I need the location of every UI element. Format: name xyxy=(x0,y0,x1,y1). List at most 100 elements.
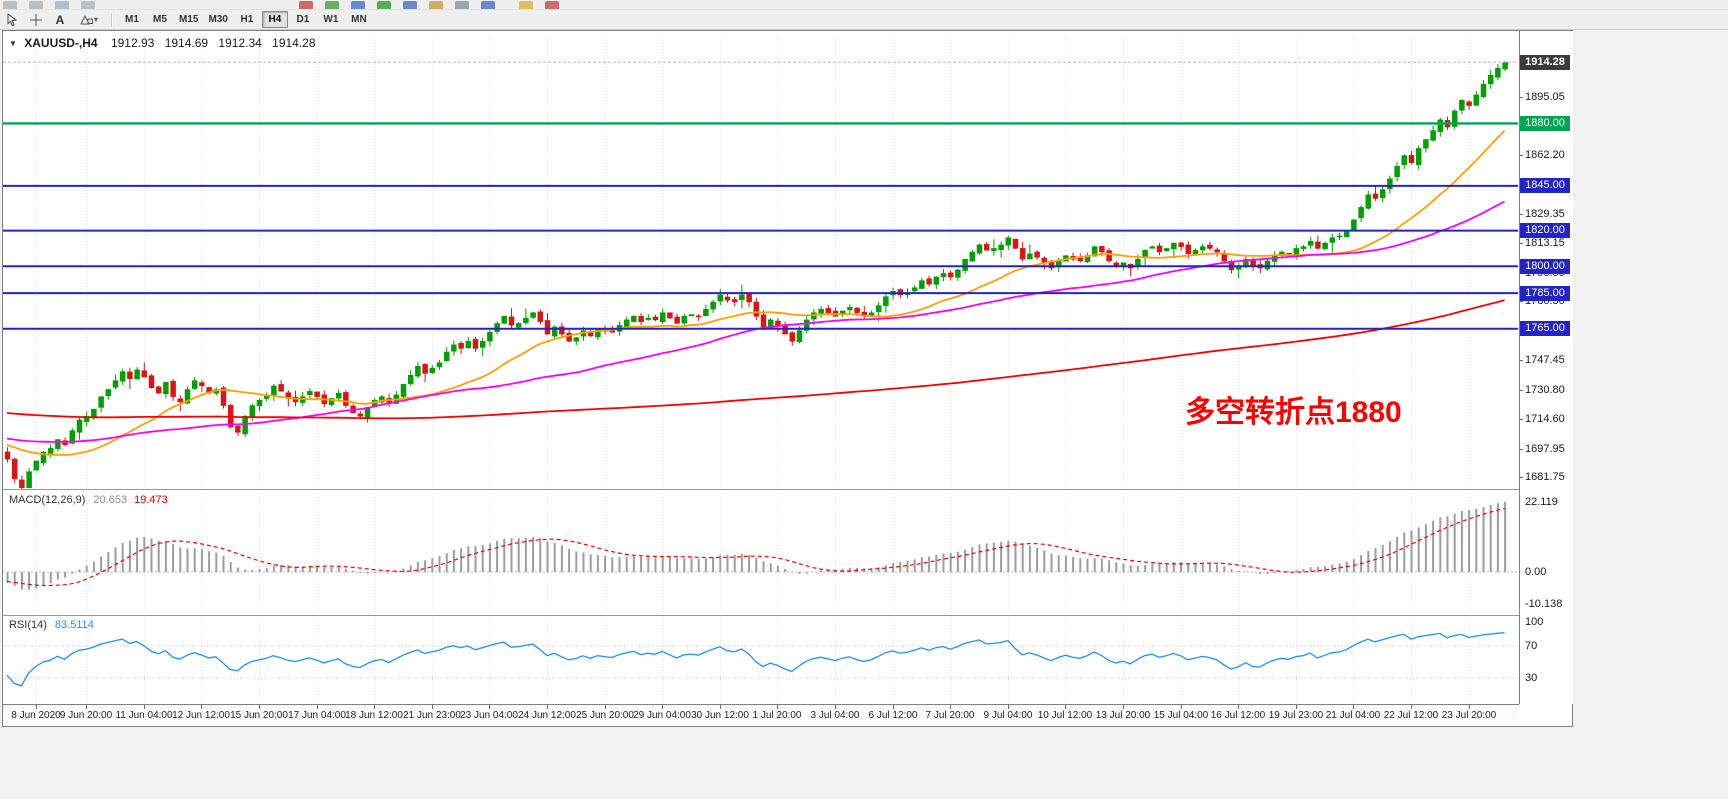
macd-axis-label: 0.00 xyxy=(1525,566,1547,578)
candle-body xyxy=(1027,253,1033,260)
candle-body xyxy=(11,458,18,480)
time-tick-label: 25 Jun 20:00 xyxy=(576,710,634,721)
hline-price-label-1820[interactable]: 1820.00 xyxy=(1520,223,1570,238)
toolbar-icon-clipped[interactable] xyxy=(3,1,17,9)
candle-body xyxy=(191,380,198,389)
rsi-plot[interactable] xyxy=(3,632,1518,687)
candle-body xyxy=(566,332,572,342)
candle-body xyxy=(379,396,385,403)
timeframe-button-h1[interactable]: H1 xyxy=(240,14,254,25)
toolbar-icon-clipped[interactable] xyxy=(481,1,495,9)
time-tick-mark xyxy=(1181,705,1182,709)
cursor-tool-button[interactable] xyxy=(1,11,23,29)
candle-body xyxy=(962,258,968,271)
toolbar-icon-clipped[interactable] xyxy=(519,1,533,9)
rsi-indicator-label: RSI(14) 83.5114 xyxy=(9,619,94,631)
time-tick-mark xyxy=(1353,705,1354,709)
time-tick-mark xyxy=(201,705,202,709)
chart-annotation[interactable]: 多空转折点1880 xyxy=(1185,396,1402,429)
panel-separator-rsi[interactable] xyxy=(3,615,1572,617)
hline-price-label-1800[interactable]: 1800.00 xyxy=(1520,259,1570,274)
candle-body xyxy=(1401,155,1408,166)
candle-body xyxy=(623,319,630,327)
timeframe-button-m5[interactable]: M5 xyxy=(153,14,167,25)
toolbar-icon-clipped[interactable] xyxy=(299,1,313,9)
candle-body xyxy=(199,382,205,387)
chart-window[interactable]: ▼ XAUUSD-,H4 1912.93 1914.69 1912.34 191… xyxy=(2,30,1573,727)
candle-body xyxy=(1480,83,1487,97)
toolbar-icon-clipped[interactable] xyxy=(29,1,43,9)
candle-body xyxy=(1336,235,1343,238)
timeframe-button-m15[interactable]: M15 xyxy=(179,14,199,25)
candle-body xyxy=(753,301,760,317)
time-tick-label: 29 Jun 04:00 xyxy=(633,710,691,721)
time-tick-label: 13 Jul 20:00 xyxy=(1095,710,1151,721)
candle-body xyxy=(33,460,40,471)
candle-body xyxy=(695,315,702,318)
candle-body xyxy=(98,396,104,408)
current-price-label: 1914.28 xyxy=(1520,55,1570,70)
time-tick-label: 10 Jul 12:00 xyxy=(1037,710,1093,721)
chart-menu-arrow-icon[interactable]: ▼ xyxy=(9,39,17,48)
candle-body xyxy=(645,317,652,320)
candle-body xyxy=(559,326,565,335)
timeframe-button-mn[interactable]: MN xyxy=(351,14,367,25)
toolbar-icon-clipped[interactable] xyxy=(403,1,417,9)
candle-body xyxy=(1502,61,1508,70)
ohlc-low: 1912.34 xyxy=(218,36,262,50)
toolbar-icon-clipped[interactable] xyxy=(455,1,469,9)
toolbar-icon-clipped[interactable] xyxy=(545,1,559,9)
candle-body xyxy=(256,399,263,407)
toolbar-icon-clipped[interactable] xyxy=(55,1,69,9)
timeframe-button-d1[interactable]: D1 xyxy=(296,14,310,25)
time-tick-label: 9 Jun 20:00 xyxy=(59,710,113,721)
toolbar-icon-clipped[interactable] xyxy=(325,1,339,9)
price-tick-label: 1747.45 xyxy=(1525,354,1565,366)
candle-body xyxy=(789,332,796,342)
hline-price-label-1845[interactable]: 1845.00 xyxy=(1520,178,1570,193)
candle-body xyxy=(184,389,191,404)
price-tick-label: 1813.15 xyxy=(1525,237,1565,249)
candle-body xyxy=(760,314,767,328)
text-label-tool-button[interactable]: A xyxy=(49,11,71,29)
candle-body xyxy=(947,272,954,278)
time-tick-mark xyxy=(432,705,433,709)
time-axis[interactable]: 8 Jun 2020 9 Jun 20:00 11 Jun 04:00 12 Jun … xyxy=(3,704,1519,726)
macd-plot[interactable] xyxy=(3,501,1518,590)
time-tick-mark xyxy=(662,705,663,709)
timeframe-button-group: M1 M5 M15 M30 H1 H4 D1 W1 MN xyxy=(118,11,373,28)
toolbar-icon-clipped[interactable] xyxy=(377,1,391,9)
toolbar-icon-clipped[interactable] xyxy=(429,1,443,9)
rsi-value: 83.5114 xyxy=(54,619,94,631)
rsi-axis-label: 70 xyxy=(1525,640,1538,652)
candle-body xyxy=(76,419,83,433)
timeframe-button-w1[interactable]: W1 xyxy=(323,14,339,25)
candle-body xyxy=(451,344,457,352)
price-axis[interactable]: 1911.701895.051878.901862.201845.551829.… xyxy=(1519,31,1573,704)
chart-plot-area[interactable] xyxy=(3,31,1519,704)
text-label-icon: A xyxy=(55,12,65,27)
time-tick-mark xyxy=(86,705,87,709)
time-tick-mark xyxy=(1296,705,1297,709)
hline-price-label-1785[interactable]: 1785.00 xyxy=(1520,286,1570,301)
time-tick-label: 6 Jul 12:00 xyxy=(868,710,918,721)
candle-body xyxy=(1430,130,1436,141)
toolbar-icon-clipped[interactable] xyxy=(81,1,95,9)
candle-body xyxy=(652,316,659,321)
time-tick-label: 11 Jun 04:00 xyxy=(115,710,173,721)
timeframe-button-h4[interactable]: H4 xyxy=(261,11,288,28)
toolbar-icon-clipped[interactable] xyxy=(351,1,365,9)
hline-price-label-1880[interactable]: 1880.00 xyxy=(1520,116,1570,131)
crosshair-tool-button[interactable] xyxy=(25,11,47,29)
hline-price-label-1765[interactable]: 1765.00 xyxy=(1520,321,1570,336)
time-tick-label: 21 Jul 04:00 xyxy=(1325,710,1381,721)
timeframe-button-m30[interactable]: M30 xyxy=(208,14,228,25)
price-tick-label: 1697.95 xyxy=(1525,443,1565,455)
timeframe-button-m1[interactable]: M1 xyxy=(125,14,139,25)
panel-separator-macd[interactable] xyxy=(3,489,1572,491)
time-tick-mark xyxy=(720,705,721,709)
time-tick-mark xyxy=(1123,705,1124,709)
candle-body xyxy=(465,341,472,349)
candle-body xyxy=(112,380,119,388)
shapes-tool-button[interactable]: ▾ xyxy=(73,11,105,29)
